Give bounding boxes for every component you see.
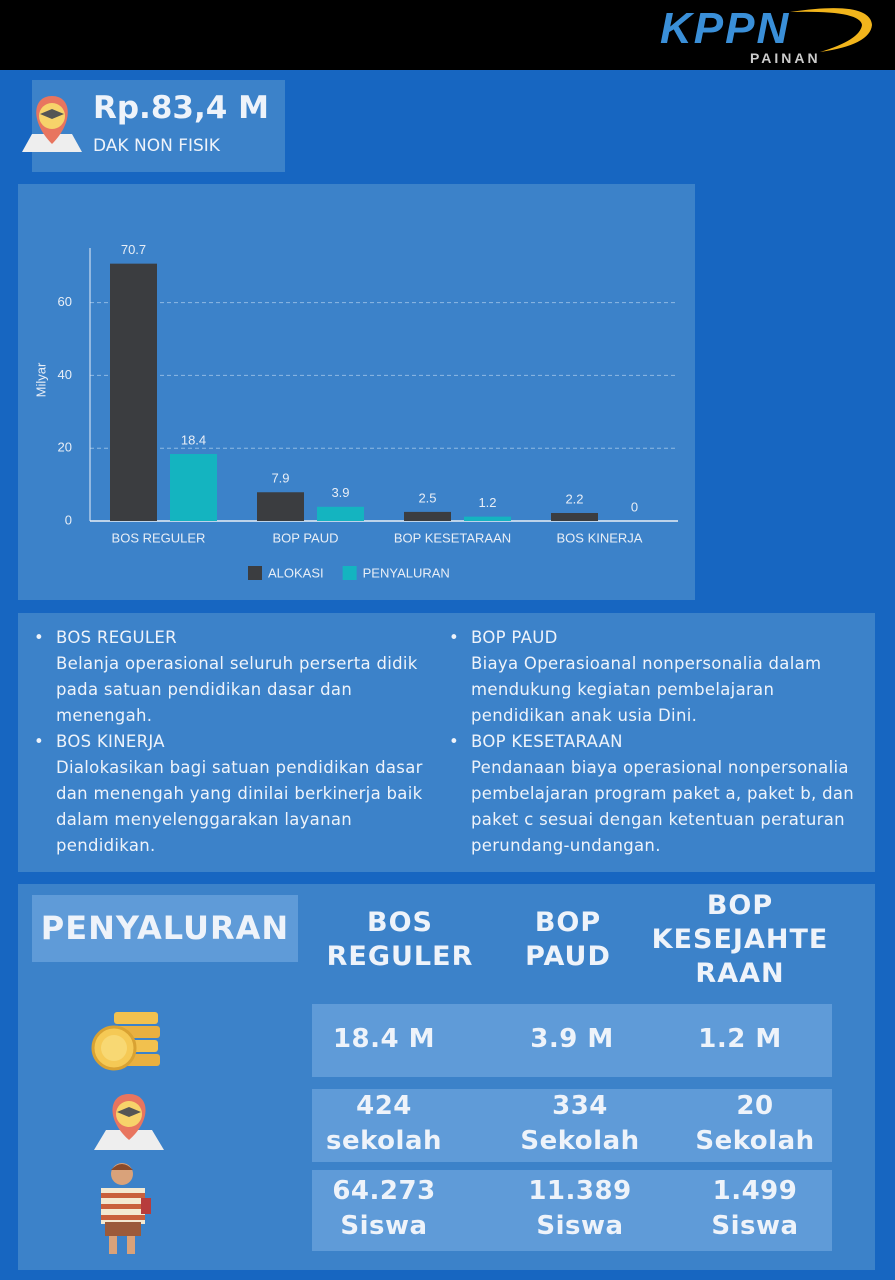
cell: 1.499 Siswa: [711, 1176, 799, 1241]
y-axis-label: Milyar: [33, 362, 48, 397]
summary-amount: Rp.83,4 M: [93, 90, 269, 126]
value-label: 7.9: [271, 471, 289, 486]
legend-swatch: [342, 566, 357, 580]
value-label: 2.5: [418, 490, 436, 505]
cell: 11.389 Siswa: [528, 1176, 632, 1241]
bar: [464, 516, 511, 521]
y-tick-label: 60: [58, 294, 72, 309]
column-header: BOS REGULER: [326, 907, 474, 972]
x-tick-label: BOS KINERJA: [557, 530, 643, 545]
item-text: Biaya Operasioanal nonpersonalia dalam m…: [471, 654, 822, 725]
description-panel: BOS REGULER Belanja operasional seluruh p…: [18, 613, 875, 872]
item-title: BOS KINERJA: [56, 732, 165, 751]
y-tick-label: 0: [65, 512, 72, 527]
bar: [551, 512, 598, 521]
cell: 64.273 Siswa: [332, 1176, 436, 1241]
school-icon: [22, 96, 82, 152]
bar: [317, 506, 364, 521]
item-text: Pendanaan biaya operasional nonpersonali…: [471, 758, 855, 855]
cell: 334 Sekolah: [520, 1091, 640, 1156]
student-icon: [101, 1163, 151, 1254]
description-item: BOP PAUD Biaya Operasioanal nonpersonalia…: [433, 625, 873, 729]
column-header: BOP KESEJAHTE RAAN: [651, 890, 829, 989]
bar: [170, 454, 217, 521]
value-label: 2.2: [565, 491, 583, 506]
value-label: 70.7: [121, 242, 146, 257]
summary-box: Rp.83,4 M DAK NON FISIK: [32, 80, 285, 172]
cell: 424 sekolah: [325, 1091, 443, 1156]
cell: 20 Sekolah: [695, 1091, 815, 1156]
cell: 18.4 M: [332, 1024, 436, 1054]
bar: [257, 492, 304, 521]
value-label: 1.2: [478, 495, 496, 510]
coins-icon: [91, 1012, 160, 1071]
row-band: 18.4 M 3.9 M 1.2 M: [312, 1004, 832, 1077]
value-label: 18.4: [181, 432, 206, 447]
x-tick-label: BOS REGULER: [112, 530, 206, 545]
legend-label: PENYALURAN: [363, 565, 450, 580]
description-item: BOS KINERJA Dialokasikan bagi satuan pend…: [18, 729, 443, 859]
summary-label: DAK NON FISIK: [93, 136, 220, 156]
chart: Milyar 0 20 40 60 70.7 7.9 2.5 2.2 18.4 3.9 1.2 0 BO…: [33, 242, 678, 580]
bar: [404, 511, 451, 521]
column-header: BOP PAUD: [525, 907, 611, 972]
top-bar: KPPN PAINAN: [0, 0, 895, 70]
row-band: 64.273 Siswa 11.389 Siswa 1.499 Siswa: [312, 1170, 832, 1251]
item-title: BOP KESETARAAN: [471, 732, 623, 751]
value-label: 3.9: [331, 485, 349, 500]
item-text: Belanja operasional seluruh perserta did…: [56, 654, 418, 725]
row-band: 424 sekolah 334 Sekolah 20 Sekolah: [312, 1089, 832, 1162]
x-tick-label: BOP KESETARAAN: [394, 530, 511, 545]
y-tick-label: 20: [58, 440, 72, 455]
school-icon: [94, 1094, 164, 1150]
item-title: BOP PAUD: [471, 628, 558, 647]
y-tick-label: 40: [58, 367, 72, 382]
logo-swoosh: [790, 8, 872, 52]
bar: [110, 263, 157, 521]
legend-swatch: [248, 566, 262, 580]
x-tick-label: BOP PAUD: [273, 530, 339, 545]
table-title: PENYALURAN: [32, 895, 298, 962]
description-left: BOS REGULER Belanja operasional seluruh p…: [18, 625, 443, 859]
legend-label: ALOKASI: [268, 565, 324, 580]
value-label: 0: [631, 499, 638, 514]
item-title: BOS REGULER: [56, 628, 177, 647]
item-text: Dialokasikan bagi satuan pendidikan dasa…: [56, 758, 423, 855]
cell: 1.2 M: [698, 1024, 782, 1054]
description-right: BOP PAUD Biaya Operasioanal nonpersonalia…: [433, 625, 873, 859]
logo: KPPN: [660, 4, 791, 53]
cell: 3.9 M: [530, 1024, 614, 1054]
description-item: BOS REGULER Belanja operasional seluruh p…: [18, 625, 443, 729]
description-item: BOP KESETARAAN Pendanaan biaya operasiona…: [433, 729, 873, 859]
logo-subtitle: PAINAN: [750, 50, 821, 66]
